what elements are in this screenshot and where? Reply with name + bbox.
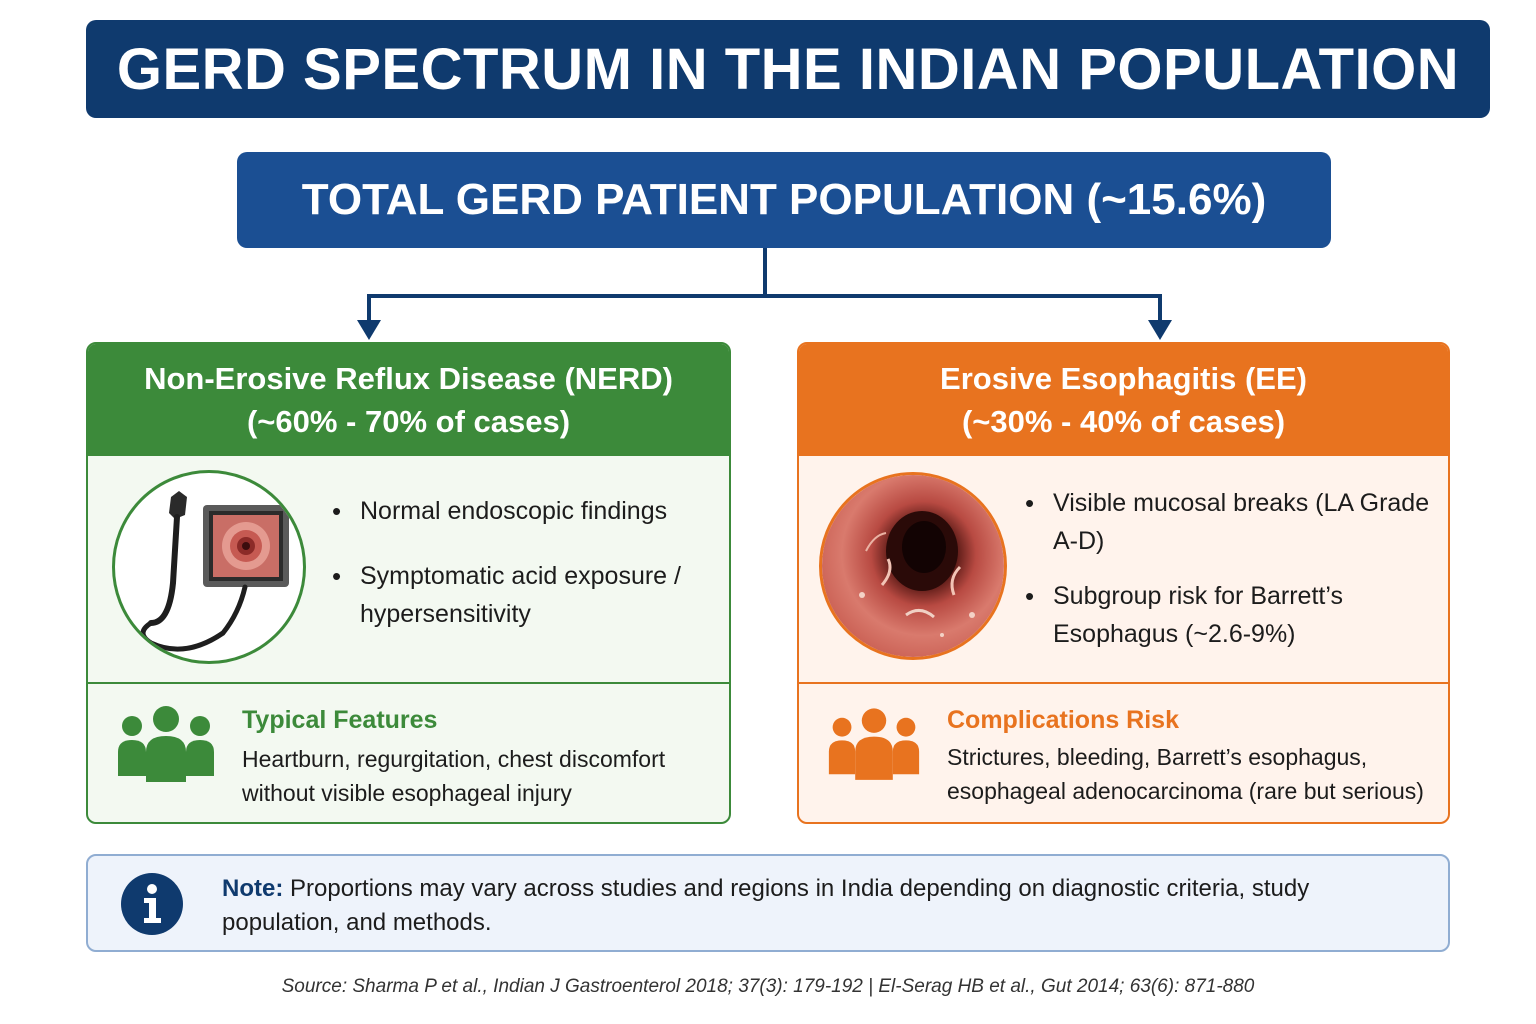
ee-card: Erosive Esophagitis (EE) (~30% - 40% of …	[797, 342, 1450, 824]
list-item: Visible mucosal breaks (LA Grade A-D)	[1025, 484, 1435, 560]
nerd-card: Non-Erosive Reflux Disease (NERD) (~60% …	[86, 342, 731, 824]
nerd-share: (~60% - 70% of cases)	[246, 404, 571, 439]
people-group-icon	[118, 706, 214, 782]
note-box: Note: Proportions may vary across studie…	[86, 854, 1450, 952]
note-text-block: Note: Proportions may vary across studie…	[222, 872, 1362, 940]
nerd-feature-text: Heartburn, regurgitation, chest discomfo…	[242, 746, 666, 806]
nerd-header: Non-Erosive Reflux Disease (NERD) (~60% …	[88, 344, 729, 456]
nerd-bullet-list: Normal endoscopic findings Symptomatic a…	[332, 492, 717, 633]
total-population-label: TOTAL GERD PATIENT POPULATION (~15.6%)	[301, 175, 1267, 224]
arrow-right-icon	[1148, 320, 1172, 340]
page-title: GERD SPECTRUM IN THE INDIAN POPULATION	[116, 36, 1460, 102]
ee-complication-title: Complications Risk	[947, 706, 1179, 734]
list-item: Normal endoscopic findings	[332, 492, 717, 530]
ee-findings: Visible mucosal breaks (LA Grade A-D) Su…	[799, 456, 1448, 684]
info-icon	[121, 873, 183, 935]
list-item: Subgroup risk for Barrett’s Esophagus (~…	[1025, 577, 1435, 653]
note-label: Note:	[222, 875, 284, 902]
ee-bullet-list: Visible mucosal breaks (LA Grade A-D) Su…	[1025, 484, 1435, 653]
title-banner: GERD SPECTRUM IN THE INDIAN POPULATION	[86, 20, 1490, 118]
arrow-left-icon	[357, 320, 381, 340]
ee-complication-text: Strictures, bleeding, Barrett’s esophagu…	[947, 744, 1424, 804]
ee-complications: Complications Risk Strictures, bleeding,…	[799, 684, 1448, 822]
endoscope-icon	[112, 470, 306, 664]
nerd-feature-title: Typical Features	[242, 706, 438, 734]
ee-header: Erosive Esophagitis (EE) (~30% - 40% of …	[799, 344, 1448, 456]
ee-share: (~30% - 40% of cases)	[961, 404, 1286, 439]
nerd-features: Typical Features Heartburn, regurgitatio…	[88, 684, 729, 822]
branch-connector	[357, 248, 1172, 340]
nerd-findings: Normal endoscopic findings Symptomatic a…	[88, 456, 729, 684]
people-group-icon	[828, 708, 920, 780]
list-item: Symptomatic acid exposure / hypersensiti…	[332, 557, 717, 633]
esophagus-endoscopy-icon	[819, 472, 1007, 660]
note-body: Proportions may vary across studies and …	[222, 875, 1310, 936]
source-citation: Source: Sharma P et al., Indian J Gastro…	[281, 976, 1255, 997]
total-population-box: TOTAL GERD PATIENT POPULATION (~15.6%)	[237, 152, 1331, 248]
ee-heading: Erosive Esophagitis (EE)	[940, 361, 1307, 396]
nerd-heading: Non-Erosive Reflux Disease (NERD)	[144, 361, 673, 396]
